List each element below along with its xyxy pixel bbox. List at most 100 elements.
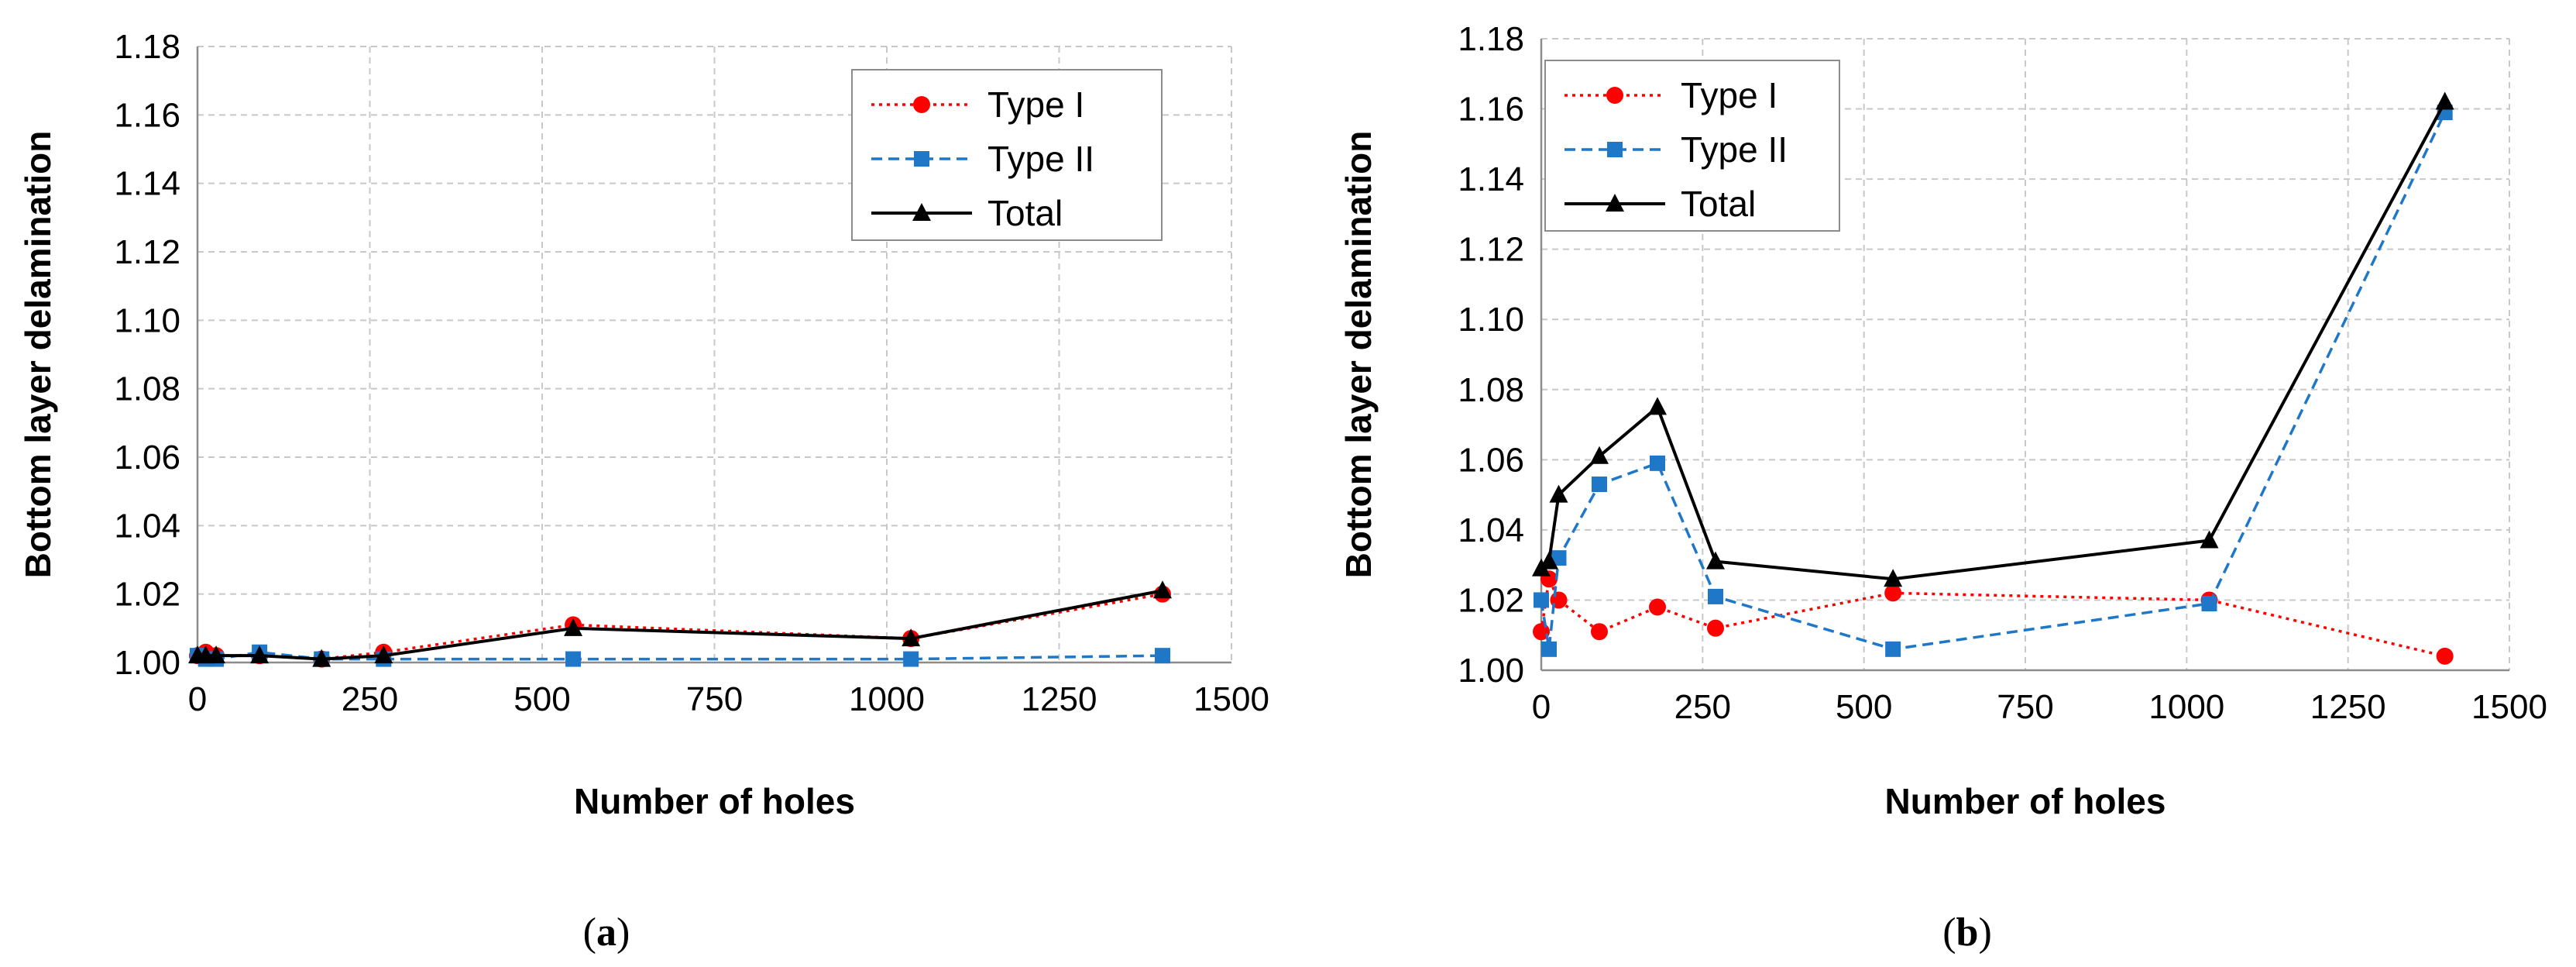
panel-label: (b) (1942, 910, 1992, 955)
y-axis-title: Bottom layer delamination (18, 131, 58, 579)
y-tick-label: 1.18 (114, 28, 180, 66)
data-point (1885, 641, 1901, 657)
data-point (1591, 623, 1608, 641)
data-point (2435, 91, 2454, 110)
legend-label: Total (1681, 184, 1756, 224)
legend-marker (1606, 194, 1624, 212)
chart-panel-b: 1.00 1.02 1.04 1.06 1.08 1.10 1.12 1.14 1.16 1.18… (1338, 20, 2547, 955)
x-tick-label: 1500 (1194, 680, 1269, 718)
legend: Type I Type II Total (851, 69, 1163, 241)
data-point (1649, 598, 1666, 616)
x-tick-label: 1500 (2471, 688, 2547, 726)
legend-marker (1606, 87, 1623, 104)
data-point (1648, 397, 1667, 415)
x-tick-label: 1250 (2310, 688, 2386, 726)
data-point (903, 651, 919, 667)
data-point (564, 618, 583, 636)
x-axis-title: Number of holes (574, 781, 855, 821)
data-point (1706, 551, 1725, 570)
y-tick-label: 1.14 (114, 165, 180, 203)
series-type-i (189, 585, 1171, 668)
data-point (207, 645, 226, 664)
series-line (197, 589, 1163, 661)
panel-label-letter: a (596, 910, 617, 955)
legend-marker (912, 203, 931, 221)
data-point (2201, 595, 2217, 611)
data-point (1590, 446, 1609, 464)
data-point (1708, 588, 1723, 604)
data-point (312, 649, 331, 667)
data-point (1884, 584, 1902, 602)
y-tick-label: 1.00 (1458, 652, 1524, 690)
y-tick-label: 1.10 (1458, 301, 1524, 339)
data-point (1534, 592, 1549, 608)
x-tick-label: 250 (1674, 688, 1731, 726)
y-tick-label: 1.06 (1458, 441, 1524, 479)
y-tick-label: 1.12 (1458, 231, 1524, 269)
y-tick-label: 1.02 (1458, 581, 1524, 619)
data-point (1551, 550, 1567, 566)
y-tick-label: 1.04 (114, 507, 180, 545)
y-tick-label: 1.02 (114, 576, 180, 614)
panel-label-letter: b (1956, 910, 1979, 955)
data-point (1707, 619, 1724, 637)
y-tick-label: 1.08 (114, 370, 180, 408)
legend-marker (1607, 142, 1623, 157)
y-tick-label: 1.14 (1458, 160, 1524, 198)
y-tick-label: 1.10 (114, 301, 180, 339)
x-tick-label: 0 (188, 680, 207, 718)
y-tick-label: 1.08 (1458, 371, 1524, 409)
data-point (1541, 641, 1557, 657)
legend-label: Type II (1681, 129, 1788, 170)
y-tick-label: 1.12 (114, 233, 180, 271)
y-axis-title: Bottom layer delamination (1338, 131, 1379, 579)
panel-label-open: ( (1942, 910, 1956, 955)
x-tick-label: 500 (513, 680, 570, 718)
legend-label: Total (987, 193, 1063, 233)
y-tick-label: 1.06 (114, 439, 180, 477)
data-point (1549, 484, 1568, 503)
panel-label-close: ) (1978, 910, 1991, 955)
panel-label-close: ) (617, 910, 630, 955)
legend: Type I Type II Total (1544, 60, 1840, 232)
y-tick-label: 1.16 (1458, 91, 1524, 129)
chart-panel-a: 1.00 1.02 1.04 1.06 1.08 1.10 1.12 1.14 1.16 1.18… (18, 28, 1269, 955)
series-type-i (1533, 570, 2454, 665)
data-point (2436, 647, 2454, 665)
x-tick-label: 750 (1997, 688, 2053, 726)
legend-marker (914, 151, 929, 167)
data-point (1884, 569, 1903, 587)
series-line (197, 592, 1163, 661)
data-point (250, 645, 270, 664)
x-axis-title: Number of holes (1885, 781, 2166, 821)
legend-label: Type I (1681, 75, 1777, 115)
data-point (1155, 648, 1170, 664)
x-tick-label: 0 (1532, 688, 1551, 726)
x-tick-label: 1250 (1022, 680, 1097, 718)
data-point (1592, 477, 1607, 493)
data-point (1153, 580, 1172, 599)
series-total (1532, 91, 2454, 587)
y-tick-label: 1.00 (114, 644, 180, 682)
series-total (188, 580, 1172, 667)
legend-label: Type I (987, 84, 1084, 125)
x-tick-label: 500 (1836, 688, 1892, 726)
panel-label-open: ( (583, 910, 596, 955)
legend-marker (913, 96, 930, 113)
data-point (2200, 530, 2219, 549)
data-point (1540, 551, 1558, 570)
series-type-ii (190, 644, 1170, 667)
data-point (902, 628, 921, 647)
data-point (565, 651, 582, 667)
y-tick-label: 1.04 (1458, 511, 1524, 549)
series-line (1540, 574, 2446, 658)
x-tick-label: 750 (686, 680, 743, 718)
y-tick-label: 1.18 (1458, 20, 1524, 58)
panel-label: (a) (583, 910, 630, 955)
data-point (374, 645, 393, 664)
x-tick-label: 1000 (2148, 688, 2224, 726)
legend-label: Type II (987, 139, 1094, 179)
x-tick-label: 1000 (849, 680, 925, 718)
y-tick-label: 1.16 (114, 96, 180, 134)
